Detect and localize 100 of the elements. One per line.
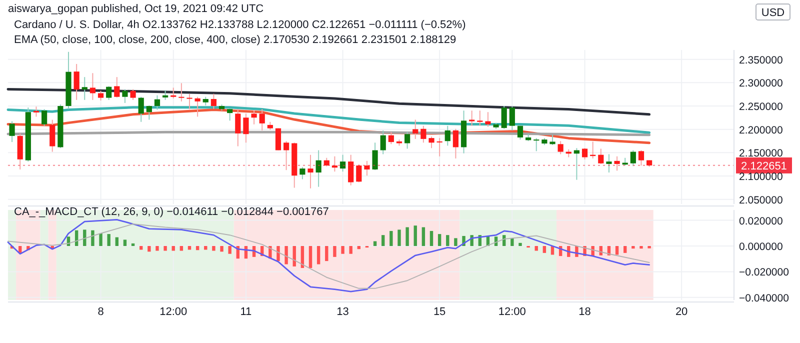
bar xyxy=(308,246,312,268)
bar xyxy=(180,246,184,251)
bar xyxy=(228,246,232,254)
candlestick xyxy=(356,164,362,183)
bar xyxy=(156,246,159,251)
chart-title: CA_-_MACD_CT (12, 26, 9, 0) −0.014611 −0.012844 −0.001767 xyxy=(14,206,329,218)
bar xyxy=(454,238,458,246)
candlestick xyxy=(82,76,88,100)
candlestick xyxy=(154,94,160,110)
candlestick xyxy=(598,148,604,164)
bar xyxy=(164,246,167,251)
x-tick-label: 20 xyxy=(675,306,688,318)
candlestick xyxy=(582,148,588,160)
candlestick xyxy=(235,108,241,147)
candlestick xyxy=(485,112,491,128)
candlestick xyxy=(259,108,265,131)
candlestick xyxy=(574,148,580,180)
line-series xyxy=(6,88,651,116)
bar xyxy=(91,230,94,246)
bar xyxy=(390,230,393,246)
candlestick xyxy=(364,160,370,176)
candlestick xyxy=(428,136,434,149)
candlestick xyxy=(42,108,48,126)
bar xyxy=(438,234,442,246)
bar xyxy=(398,230,401,246)
candlestick xyxy=(638,150,644,166)
bar xyxy=(131,243,135,246)
y-tick-label: 0.020000 xyxy=(739,215,783,228)
y-tick-label: 2.200000 xyxy=(739,124,783,136)
bar xyxy=(212,246,216,251)
bar xyxy=(414,226,417,246)
candlestick xyxy=(614,156,620,172)
candlestick xyxy=(130,88,136,100)
bar xyxy=(446,235,450,246)
candlestick xyxy=(138,96,144,122)
y-tick-label: 2.150000 xyxy=(739,148,783,160)
bar xyxy=(276,246,280,262)
bar xyxy=(357,246,360,250)
candlestick xyxy=(534,138,540,152)
x-tick-label: 18 xyxy=(578,306,591,318)
candlestick xyxy=(90,72,96,100)
candlestick xyxy=(210,93,216,110)
candlestick xyxy=(227,108,233,122)
bar xyxy=(430,230,434,246)
candlestick xyxy=(388,131,394,145)
candlestick xyxy=(114,76,120,98)
candlestick xyxy=(469,110,475,126)
x-tick-label: 11 xyxy=(240,306,252,318)
bar xyxy=(624,246,627,253)
candlestick xyxy=(243,113,249,144)
bar xyxy=(534,246,538,251)
candlestick xyxy=(122,88,128,104)
candlestick xyxy=(420,125,426,144)
chart-title: Cardano / U. S. Dollar, 4h O2.133762 H2.133788 L2.120000 C2.122651 −0.011111 (−0.52%) xyxy=(14,19,466,31)
bar xyxy=(123,240,127,246)
candlestick xyxy=(300,166,306,180)
bar xyxy=(382,235,385,246)
candlestick xyxy=(178,82,184,102)
candlestick xyxy=(170,87,176,99)
candlestick xyxy=(98,90,104,102)
candlestick xyxy=(452,128,458,159)
y-tick-label: 2.300000 xyxy=(739,78,783,90)
x-tick-label: 15 xyxy=(433,306,446,318)
bar xyxy=(542,246,546,253)
bar xyxy=(373,241,377,246)
candlestick xyxy=(404,131,410,150)
candlestick xyxy=(251,110,257,125)
bar xyxy=(349,246,352,254)
bar xyxy=(325,246,328,262)
bar xyxy=(510,238,514,246)
candlestick xyxy=(436,138,442,157)
y-tick-label: 0.000000 xyxy=(739,241,783,253)
candlestick xyxy=(162,90,168,100)
candlestick xyxy=(412,119,418,140)
bar xyxy=(107,234,110,246)
bar xyxy=(422,227,426,246)
candlestick xyxy=(194,96,200,118)
candlestick xyxy=(550,134,556,146)
candlestick xyxy=(308,154,314,189)
candlestick xyxy=(186,93,192,110)
bar xyxy=(406,227,409,246)
y-tick-label: 2.100000 xyxy=(739,171,783,183)
candlestick xyxy=(444,125,450,146)
candlestick xyxy=(106,86,112,100)
y-tick-label: 2.050000 xyxy=(739,194,783,206)
candlestick xyxy=(284,140,290,171)
x-tick-label: 8 xyxy=(98,306,104,318)
bar xyxy=(518,242,522,246)
candlestick xyxy=(501,106,507,130)
y-tick-label: −0.040000 xyxy=(739,292,790,304)
y-tick-label: 2.250000 xyxy=(739,101,783,113)
candlestick xyxy=(332,156,338,172)
bar xyxy=(640,246,643,249)
candlestick xyxy=(517,125,524,140)
candlestick xyxy=(372,142,378,171)
candlestick xyxy=(477,110,483,126)
bar xyxy=(284,246,288,264)
candlestick xyxy=(17,132,23,170)
candlestick xyxy=(74,63,80,100)
bar xyxy=(148,246,151,252)
